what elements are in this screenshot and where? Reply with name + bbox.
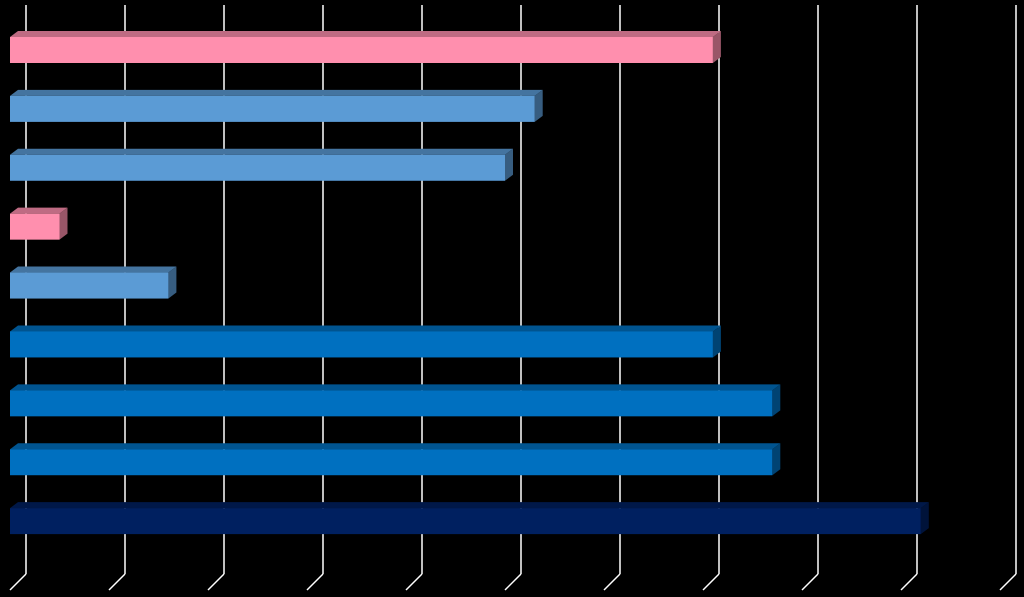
bar-top [10,89,543,96]
bar [10,148,513,181]
bar [10,384,781,417]
bar-front [10,213,60,240]
bar-side [772,443,781,476]
tick-mark [603,573,621,591]
bar [10,502,929,535]
bar-side [920,502,929,535]
bar-side [712,31,721,63]
bar [10,207,68,240]
tick-mark [9,573,27,591]
tick-mark [306,573,324,591]
bar-side [534,89,543,122]
tick-mark [702,573,720,591]
bar-top [10,325,721,332]
bar [10,266,177,299]
bar-front [10,331,713,358]
tick-mark [108,573,126,591]
bar [10,325,721,358]
bar-top [10,266,177,273]
tick-mark [999,573,1017,591]
bar-top [10,502,929,509]
bar [10,89,543,122]
bar-front [10,508,921,535]
bar-front [10,272,169,299]
bar-side [712,325,721,358]
tick-mark [405,573,423,591]
bar-front [10,37,713,63]
tick-mark [801,573,819,591]
tick-mark [504,573,522,591]
bar-top [10,148,513,155]
bar-top [10,384,781,391]
tick-mark [900,573,918,591]
bar-side [772,384,781,417]
bar-top [10,207,68,214]
bar [10,443,781,476]
tick-mark [207,573,225,591]
bar-front [10,390,773,417]
bar-top [10,31,721,37]
bar-front [10,95,535,122]
bar-front [10,154,505,181]
bar-side [168,266,177,299]
bar-side [505,148,513,181]
bar-top [10,443,781,450]
bar [10,31,721,63]
bar-side [59,207,68,240]
bar-front [10,449,773,476]
